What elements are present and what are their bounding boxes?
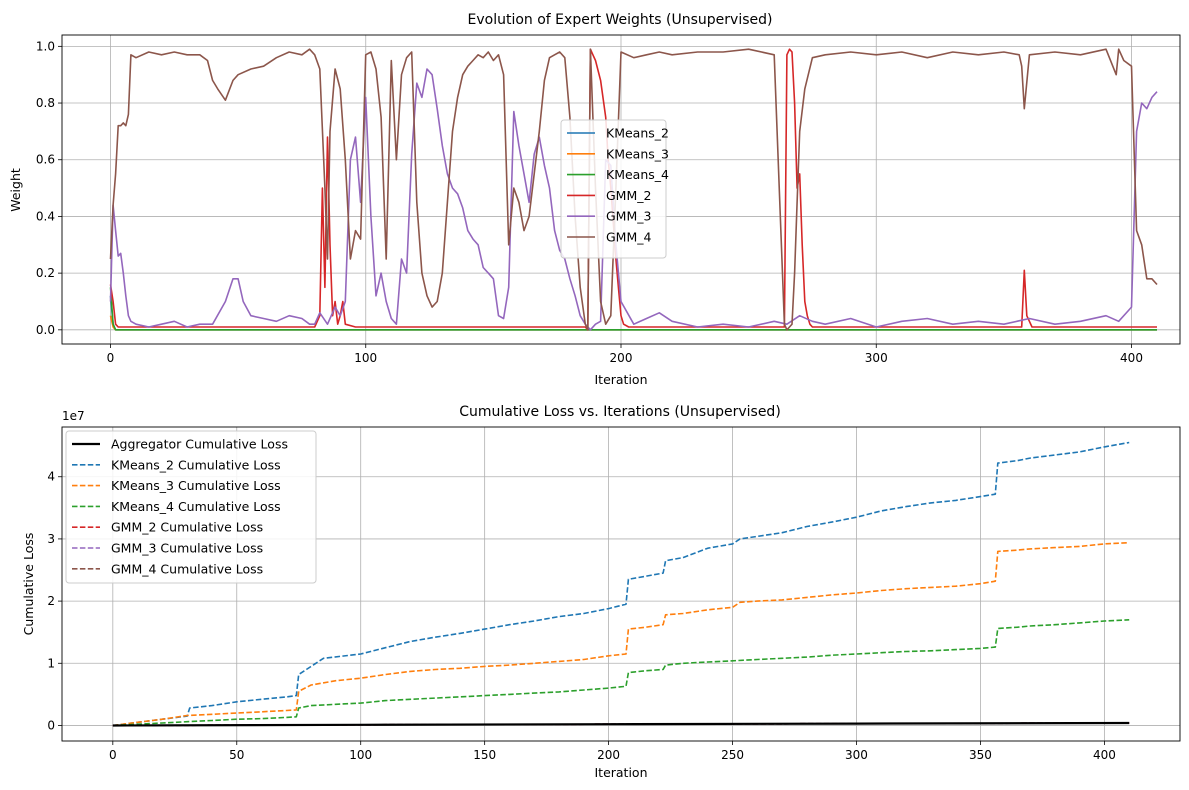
cumulative-loss-chart: Cumulative Loss vs. Iterations (Unsuperv… <box>21 404 1181 780</box>
weights-chart-title: Evolution of Expert Weights (Unsupervise… <box>468 12 773 28</box>
weights-xtick-label-2: 200 <box>610 351 633 365</box>
cumulative-loss-chart-ticks: 0 50 100 150 200 250 300 350 400 0 1 2 3 4 <box>47 470 1115 762</box>
weights-chart-frame <box>61 34 1181 345</box>
weights-ytick-label-5: 1.0 <box>36 39 55 53</box>
loss-ytick-label-0: 0 <box>47 718 55 732</box>
loss-ytick-label-3: 3 <box>47 532 55 546</box>
weights-series-5 <box>109 48 1158 331</box>
loss-xtick-label-7: 350 <box>969 748 992 762</box>
loss-legend-label-2: KMeans_3 Cumulative Loss <box>111 478 281 493</box>
weights-ytick-label-2: 0.4 <box>36 209 55 223</box>
weights-legend-label-5: GMM_4 <box>606 230 652 245</box>
loss-xtick-label-1: 50 <box>229 748 244 762</box>
weights-ytick-label-1: 0.2 <box>36 266 55 280</box>
weights-chart-xlabel: Iteration <box>594 372 647 387</box>
loss-legend-label-6: GMM_4 Cumulative Loss <box>111 561 263 576</box>
loss-legend-label-0: Aggregator Cumulative Loss <box>111 437 288 452</box>
loss-xtick-label-0: 0 <box>109 748 117 762</box>
loss-xtick-label-2: 100 <box>349 748 372 762</box>
loss-series-0 <box>112 721 1130 727</box>
cumulative-loss-chart-xlabel: Iteration <box>594 765 647 780</box>
weights-ytick-label-3: 0.6 <box>36 153 55 167</box>
cumulative-loss-chart-ylabel: Cumulative Loss <box>21 533 36 636</box>
weights-chart-ticks: 0 100 200 300 400 0.0 0.2 0.4 0.6 0.8 1.0 <box>36 39 1143 365</box>
loss-legend-label-3: KMeans_4 Cumulative Loss <box>111 499 281 514</box>
weights-series-2 <box>109 287 1157 331</box>
loss-xtick-label-4: 200 <box>597 748 620 762</box>
loss-legend-label-4: GMM_2 Cumulative Loss <box>111 520 263 535</box>
weights-chart-ylabel: Weight <box>8 168 23 212</box>
weights-legend-label-1: KMeans_3 <box>606 146 669 161</box>
loss-ytick-label-4: 4 <box>47 470 55 484</box>
weights-chart-plot <box>109 48 1158 331</box>
loss-xtick-label-6: 300 <box>845 748 868 762</box>
cumulative-loss-chart-legend: Aggregator Cumulative Loss KMeans_2 Cumul… <box>65 430 317 584</box>
weights-ytick-label-0: 0.0 <box>36 323 55 337</box>
weights-legend-label-3: GMM_2 <box>606 188 651 203</box>
loss-legend-box <box>65 430 317 584</box>
loss-xtick-label-5: 250 <box>721 748 744 762</box>
weights-legend-label-0: KMeans_2 <box>606 126 669 141</box>
loss-xtick-label-3: 150 <box>473 748 496 762</box>
loss-xtick-label-8: 400 <box>1093 748 1116 762</box>
weights-chart: Evolution of Expert Weights (Unsupervise… <box>8 12 1181 387</box>
loss-series-3 <box>112 619 1130 727</box>
cumulative-loss-chart-plot <box>112 441 1130 727</box>
cumulative-loss-chart-offset: 1e7 <box>62 409 85 423</box>
cumulative-loss-chart-title: Cumulative Loss vs. Iterations (Unsuperv… <box>459 404 781 420</box>
weights-legend-label-4: GMM_3 <box>606 209 651 224</box>
loss-legend-label-1: KMeans_2 Cumulative Loss <box>111 457 281 472</box>
weights-xtick-label-3: 300 <box>865 351 888 365</box>
loss-series-2 <box>112 541 1130 727</box>
weights-legend-label-2: KMeans_4 <box>606 167 669 182</box>
loss-legend-label-5: GMM_3 Cumulative Loss <box>111 541 263 556</box>
weights-xtick-label-1: 100 <box>354 351 377 365</box>
weights-ytick-label-4: 0.8 <box>36 96 55 110</box>
weights-chart-legend: KMeans_2 KMeans_3 KMeans_4 GMM_2 GMM_3 GMM_4 <box>560 119 669 259</box>
weights-xtick-label-4: 400 <box>1120 351 1143 365</box>
weights-series-4 <box>109 68 1158 331</box>
loss-series-1 <box>112 441 1130 727</box>
weights-xtick-label-0: 0 <box>107 351 115 365</box>
loss-ytick-label-2: 2 <box>47 594 55 608</box>
loss-ytick-label-1: 1 <box>47 656 55 670</box>
cumulative-loss-chart-frame <box>61 426 1181 742</box>
